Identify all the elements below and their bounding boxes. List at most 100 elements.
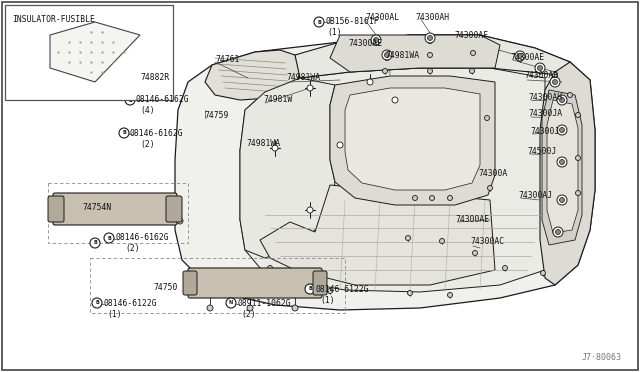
Text: (4): (4) xyxy=(140,106,155,115)
Circle shape xyxy=(472,250,477,256)
Circle shape xyxy=(247,305,253,311)
Circle shape xyxy=(385,55,390,61)
Circle shape xyxy=(428,38,433,44)
Text: 74300AE: 74300AE xyxy=(455,215,489,224)
Circle shape xyxy=(328,289,333,294)
Circle shape xyxy=(383,68,387,74)
Circle shape xyxy=(559,198,564,202)
Text: 08146-6162G: 08146-6162G xyxy=(115,234,168,243)
Circle shape xyxy=(337,142,343,148)
Polygon shape xyxy=(240,78,335,258)
Circle shape xyxy=(314,17,324,27)
Text: 74300A: 74300A xyxy=(478,170,508,179)
Circle shape xyxy=(272,145,278,151)
Circle shape xyxy=(382,50,392,60)
Text: 74500J: 74500J xyxy=(527,147,556,155)
Polygon shape xyxy=(240,68,545,292)
Circle shape xyxy=(385,52,390,58)
Circle shape xyxy=(207,305,213,311)
Text: 74759: 74759 xyxy=(204,112,228,121)
Text: 74882R: 74882R xyxy=(140,74,169,83)
Circle shape xyxy=(440,238,445,244)
Circle shape xyxy=(428,35,433,41)
Circle shape xyxy=(413,196,417,201)
Circle shape xyxy=(470,51,476,55)
Circle shape xyxy=(538,65,543,71)
Text: 74300AC: 74300AC xyxy=(470,237,504,247)
Circle shape xyxy=(305,284,315,294)
Circle shape xyxy=(559,128,564,132)
Text: (2): (2) xyxy=(125,244,140,253)
Circle shape xyxy=(392,97,398,103)
Circle shape xyxy=(541,270,545,276)
Text: 74300AF: 74300AF xyxy=(454,32,488,41)
FancyBboxPatch shape xyxy=(53,193,177,225)
FancyBboxPatch shape xyxy=(313,271,327,295)
Circle shape xyxy=(552,80,557,84)
Polygon shape xyxy=(547,100,578,233)
Polygon shape xyxy=(345,88,480,190)
Text: B: B xyxy=(122,131,126,135)
Text: B: B xyxy=(317,19,321,25)
FancyBboxPatch shape xyxy=(48,196,64,222)
Polygon shape xyxy=(330,76,495,205)
Bar xyxy=(5,5,173,100)
Circle shape xyxy=(470,68,474,74)
Text: 74981W: 74981W xyxy=(263,96,292,105)
Circle shape xyxy=(557,195,567,205)
Text: 08146-6162G: 08146-6162G xyxy=(136,96,189,105)
Circle shape xyxy=(559,97,564,103)
Text: 74300AE: 74300AE xyxy=(348,39,382,48)
Text: (1): (1) xyxy=(320,295,335,305)
Circle shape xyxy=(92,298,102,308)
Polygon shape xyxy=(540,62,595,285)
Text: INSULATOR-FUSIBLE: INSULATOR-FUSIBLE xyxy=(12,15,95,24)
Text: B: B xyxy=(128,97,132,103)
Text: B: B xyxy=(93,241,97,246)
Circle shape xyxy=(292,305,298,311)
Circle shape xyxy=(556,230,561,234)
Circle shape xyxy=(119,128,129,138)
Text: (2): (2) xyxy=(140,140,155,148)
Circle shape xyxy=(90,238,100,248)
Circle shape xyxy=(268,266,273,270)
Text: B: B xyxy=(107,235,111,241)
Polygon shape xyxy=(260,185,495,285)
Circle shape xyxy=(568,93,573,97)
Text: 74300JA: 74300JA xyxy=(528,109,562,119)
Circle shape xyxy=(177,218,183,224)
Circle shape xyxy=(518,57,522,61)
Polygon shape xyxy=(330,35,500,72)
Text: B: B xyxy=(95,301,99,305)
Text: 74981WA: 74981WA xyxy=(246,140,280,148)
Circle shape xyxy=(518,54,522,58)
Circle shape xyxy=(307,85,313,91)
Polygon shape xyxy=(175,35,595,310)
Text: 0B156-8161F: 0B156-8161F xyxy=(325,17,379,26)
Circle shape xyxy=(575,155,580,160)
FancyBboxPatch shape xyxy=(166,196,182,222)
Text: N: N xyxy=(229,301,233,305)
Polygon shape xyxy=(542,90,582,245)
Circle shape xyxy=(425,33,435,43)
Text: 74981WA: 74981WA xyxy=(385,51,419,60)
Text: 08146-6122G: 08146-6122G xyxy=(316,285,370,294)
Circle shape xyxy=(408,291,413,295)
Circle shape xyxy=(428,68,433,74)
Circle shape xyxy=(429,196,435,201)
Bar xyxy=(90,258,345,313)
Circle shape xyxy=(447,196,452,201)
Circle shape xyxy=(428,52,433,58)
Text: 74754N: 74754N xyxy=(82,202,111,212)
Text: 08911-1062G: 08911-1062G xyxy=(237,298,291,308)
Circle shape xyxy=(371,35,381,45)
Circle shape xyxy=(515,51,525,61)
Text: 08146-6162G: 08146-6162G xyxy=(130,128,184,138)
Text: 08146-6122G: 08146-6122G xyxy=(103,298,157,308)
Circle shape xyxy=(557,157,567,167)
Circle shape xyxy=(557,95,567,105)
Text: J7·80063: J7·80063 xyxy=(582,353,622,362)
Text: 74761: 74761 xyxy=(215,55,239,64)
Circle shape xyxy=(535,63,545,73)
Circle shape xyxy=(125,95,135,105)
